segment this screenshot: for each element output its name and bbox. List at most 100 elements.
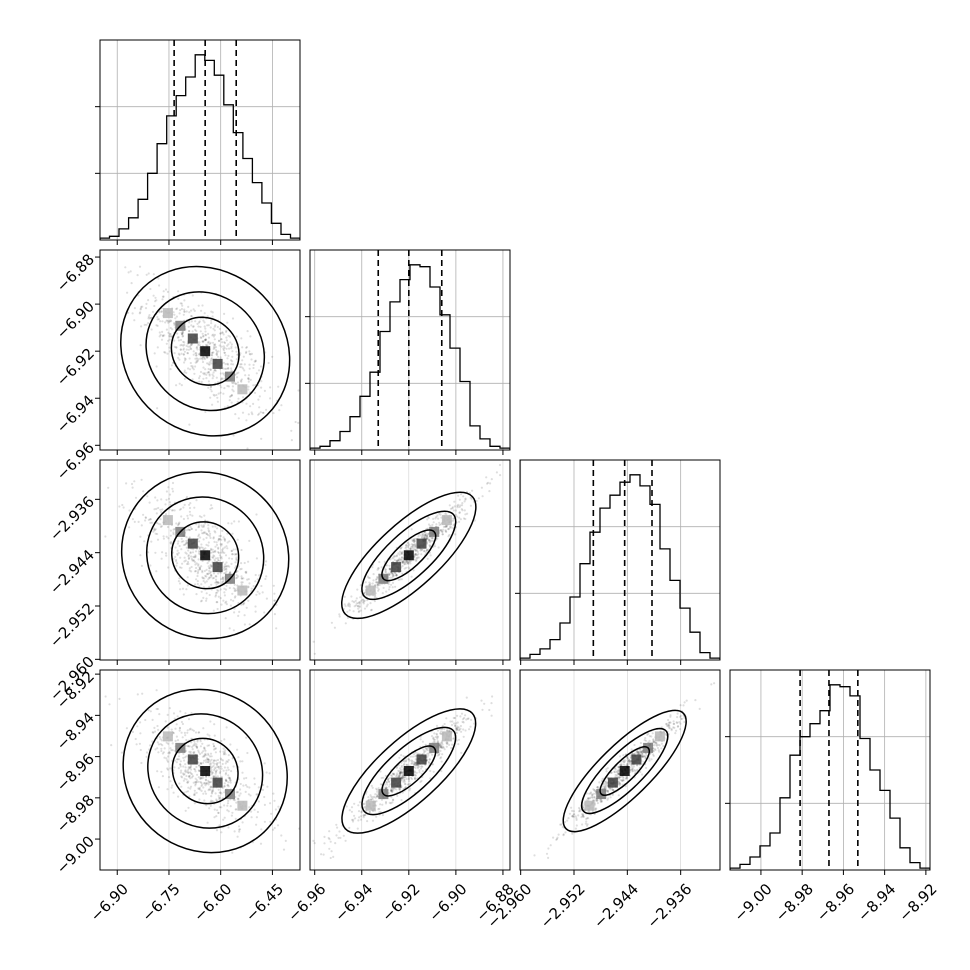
- scatter-point: [409, 782, 412, 785]
- scatter-point: [261, 788, 265, 792]
- scatter-point: [368, 811, 371, 814]
- scatter-point: [148, 314, 151, 317]
- scatter-point: [645, 739, 648, 742]
- scatter-point: [395, 555, 398, 558]
- scatter-point: [401, 560, 404, 563]
- scatter-point: [234, 817, 237, 821]
- scatter-point: [140, 524, 143, 527]
- scatter-point: [149, 744, 152, 747]
- scatter-point: [169, 534, 172, 537]
- scatter-point: [155, 299, 158, 302]
- scatter-point: [247, 377, 250, 380]
- scatter-point: [408, 789, 411, 792]
- scatter-point: [145, 755, 148, 758]
- scatter-point: [247, 388, 250, 391]
- scatter-point: [233, 830, 236, 833]
- scatter-point: [263, 611, 266, 614]
- scatter-point: [626, 757, 629, 760]
- scatter-point: [216, 809, 219, 812]
- scatter-point: [392, 798, 395, 801]
- scatter-point: [328, 830, 331, 833]
- scatter-point: [395, 573, 398, 577]
- scatter-point: [171, 749, 174, 752]
- scatter-point: [149, 521, 152, 525]
- scatter-point: [169, 780, 172, 783]
- scatter-point: [155, 707, 158, 711]
- scatter-point: [197, 550, 200, 553]
- scatter-point: [191, 330, 194, 333]
- scatter-point: [194, 361, 197, 364]
- scatter-point: [406, 541, 409, 544]
- scatter-point: [710, 683, 713, 686]
- scatter-point: [203, 748, 206, 751]
- scatter-point: [214, 595, 217, 598]
- scatter-point: [455, 726, 458, 730]
- density-cell: [416, 538, 427, 549]
- scatter-point: [210, 768, 213, 772]
- scatter-point: [152, 731, 155, 734]
- scatter-point: [420, 535, 424, 538]
- scatter-point: [156, 407, 159, 410]
- scatter-point: [408, 543, 411, 546]
- scatter-point: [133, 520, 136, 524]
- scatter-point: [453, 505, 456, 508]
- scatter-point: [644, 752, 647, 755]
- scatter-point: [675, 729, 678, 732]
- scatter-point: [175, 723, 178, 726]
- scatter-point: [260, 386, 263, 389]
- scatter-point: [200, 789, 203, 793]
- scatter-point: [605, 782, 608, 785]
- scatter-point: [399, 578, 402, 581]
- scatter-point: [435, 733, 438, 736]
- scatter-point: [350, 595, 353, 598]
- scatter-point: [459, 493, 463, 496]
- scatter-point: [431, 763, 435, 766]
- scatter-point: [248, 363, 251, 366]
- scatter-point: [591, 795, 594, 798]
- scatter-point: [624, 785, 627, 788]
- scatter-point: [423, 750, 426, 753]
- scatter-point: [227, 334, 230, 337]
- scatter-point: [212, 393, 215, 396]
- scatter-point: [179, 763, 182, 766]
- scatter-point: [425, 536, 428, 539]
- scatter-point: [230, 343, 233, 346]
- scatter-point: [384, 568, 387, 571]
- scatter-point: [168, 335, 171, 338]
- scatter-point: [323, 842, 326, 845]
- scatter-point: [236, 400, 239, 403]
- scatter-point: [178, 758, 181, 761]
- scatter-point: [238, 830, 241, 833]
- scatter-point: [237, 520, 240, 523]
- scatter-point: [156, 747, 159, 750]
- scatter-point: [194, 528, 198, 532]
- scatter-point: [245, 570, 248, 573]
- scatter-point: [366, 603, 369, 606]
- scatter-point: [133, 319, 136, 322]
- scatter-point: [440, 770, 443, 773]
- scatter-point: [438, 521, 441, 524]
- scatter-point: [215, 575, 218, 578]
- scatter-point: [620, 764, 623, 767]
- scatter-point: [395, 574, 398, 577]
- scatter-point: [173, 322, 176, 325]
- scatter-point: [491, 695, 494, 698]
- scatter-point: [197, 524, 201, 527]
- scatter-point: [209, 565, 212, 568]
- scatter-point: [413, 776, 416, 779]
- scatter-point: [477, 497, 480, 500]
- scatter-point: [230, 345, 233, 348]
- scatter-point: [230, 770, 233, 773]
- scatter-point: [436, 737, 439, 740]
- scatter-point: [362, 816, 365, 819]
- scatter-point: [204, 338, 207, 341]
- scatter-point: [242, 355, 245, 358]
- scatter-point: [352, 818, 355, 822]
- scatter-point: [188, 311, 191, 314]
- scatter-point: [218, 791, 221, 794]
- scatter-point: [180, 352, 183, 355]
- scatter-point: [224, 572, 227, 575]
- histogram-bars: [730, 684, 930, 870]
- scatter-point: [625, 777, 628, 780]
- scatter-point: [207, 527, 210, 530]
